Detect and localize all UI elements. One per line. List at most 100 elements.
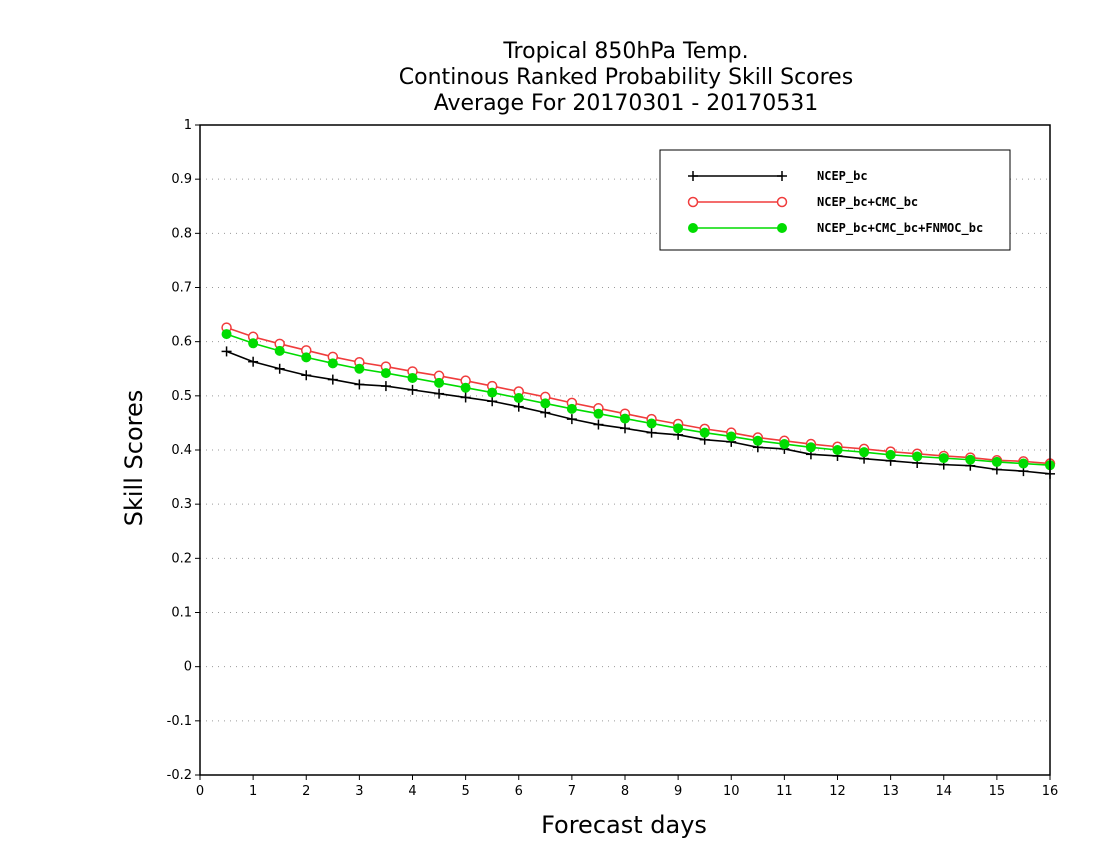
data-point — [620, 413, 630, 424]
y-tick-label: 0.5 — [171, 389, 192, 404]
data-point — [354, 379, 365, 390]
data-point — [620, 423, 630, 434]
y-tick-label: -0.2 — [167, 768, 192, 783]
data-point — [859, 447, 870, 458]
data-point — [646, 427, 657, 438]
x-tick-label: 0 — [196, 784, 204, 799]
series-ncep-bc-cmc-bc-fnmoc-bc — [221, 329, 1055, 471]
data-point — [460, 392, 471, 403]
data-point — [248, 356, 259, 367]
data-point — [752, 435, 763, 446]
legend-item: NCEP_bc+CMC_bc+FNMOC_bc — [688, 221, 983, 236]
x-tick-label: 11 — [776, 784, 793, 799]
data-point — [726, 431, 737, 442]
data-point — [776, 196, 788, 208]
data-point — [460, 382, 471, 393]
y-axis-label: Skill Scores — [120, 390, 148, 527]
data-point — [327, 358, 338, 369]
x-tick-label: 8 — [621, 784, 629, 799]
y-tick-label: 0.3 — [171, 497, 192, 512]
data-point — [301, 370, 312, 381]
data-point — [593, 408, 604, 419]
data-point — [885, 449, 896, 460]
data-point — [513, 393, 524, 403]
x-axis: 0 1 2 3 4 5 6 7 8 9 10 11 12 13 14 15 16 — [196, 775, 1058, 799]
data-point — [805, 442, 816, 453]
y-tick-label: 0.7 — [171, 281, 192, 296]
data-point — [221, 329, 232, 340]
data-point — [673, 423, 684, 434]
gridlines — [200, 178, 1050, 722]
data-point — [540, 407, 551, 418]
y-tick-label: 0.9 — [171, 172, 192, 187]
legend-box — [659, 149, 1011, 251]
data-point — [221, 346, 232, 357]
y-tick-label: 0 — [184, 660, 192, 675]
chart-title: Tropical 850hPa Temp. Continous Ranked P… — [399, 39, 853, 116]
data-point — [380, 381, 391, 392]
data-point — [301, 352, 312, 363]
legend-label: NCEP_bc+CMC_bc — [817, 195, 918, 210]
data-point — [487, 396, 498, 407]
legend-label: NCEP_bc+CMC_bc+FNMOC_bc — [817, 221, 983, 236]
title-line-1: Tropical 850hPa Temp. — [502, 39, 748, 64]
x-tick-label: 3 — [355, 784, 363, 799]
legend-item: NCEP_bc — [688, 169, 868, 184]
x-axis-label: Forecast days — [541, 811, 707, 839]
x-tick-label: 12 — [829, 784, 846, 799]
legend: NCEP_bc NCEP_bc+CMC_bc NCEP_bc+CMC_bc+FNMO… — [659, 149, 1011, 251]
data-point — [434, 377, 445, 388]
data-point — [274, 363, 285, 374]
data-point — [593, 419, 604, 430]
series-layer — [221, 322, 1056, 479]
data-point — [938, 453, 949, 464]
data-point — [407, 384, 418, 395]
data-point — [327, 374, 338, 385]
x-tick-label: 14 — [935, 784, 952, 799]
data-point — [566, 414, 577, 425]
x-tick-label: 15 — [989, 784, 1006, 799]
series-line — [226, 333, 1051, 466]
x-tick-label: 2 — [302, 784, 310, 799]
series-line — [226, 350, 1051, 475]
data-point — [832, 445, 843, 455]
data-point — [566, 403, 577, 414]
data-point — [380, 368, 391, 379]
y-tick-label: 1 — [184, 118, 192, 133]
data-point — [646, 418, 657, 429]
data-point — [779, 439, 790, 450]
data-point — [540, 398, 551, 409]
data-point — [248, 338, 259, 349]
data-point — [274, 345, 285, 356]
x-tick-label: 7 — [568, 784, 576, 799]
data-point — [354, 363, 365, 374]
data-point — [777, 171, 787, 181]
data-point — [965, 454, 976, 465]
series-ncep-bc — [221, 346, 1055, 479]
data-point — [487, 387, 498, 398]
data-point — [991, 456, 1002, 467]
title-line-2: Continous Ranked Probability Skill Score… — [399, 65, 853, 90]
x-tick-label: 13 — [882, 784, 899, 799]
data-point — [687, 196, 699, 208]
y-tick-label: 0.6 — [171, 335, 192, 350]
x-tick-label: 4 — [408, 784, 416, 799]
y-tick-label: 0.2 — [171, 551, 192, 566]
y-tick-label: 0.4 — [171, 443, 192, 458]
x-tick-label: 6 — [515, 784, 523, 799]
x-tick-label: 1 — [249, 784, 257, 799]
legend-item: NCEP_bc+CMC_bc — [687, 195, 918, 210]
data-point — [407, 372, 418, 383]
data-point — [688, 171, 698, 181]
y-tick-label: 0.1 — [171, 606, 192, 621]
data-point — [777, 223, 787, 233]
y-axis: -0.2 -0.1 0 0.1 0.2 0.3 0.4 0.5 0.6 0.7 0.8 0.9 1 — [167, 118, 200, 783]
x-tick-label: 10 — [723, 784, 740, 799]
x-tick-label: 16 — [1042, 784, 1059, 799]
data-point — [434, 388, 445, 399]
title-line-3: Average For 20170301 - 20170531 — [434, 91, 819, 116]
data-point — [1018, 458, 1029, 469]
legend-label: NCEP_bc — [817, 169, 868, 184]
data-point — [699, 427, 710, 438]
